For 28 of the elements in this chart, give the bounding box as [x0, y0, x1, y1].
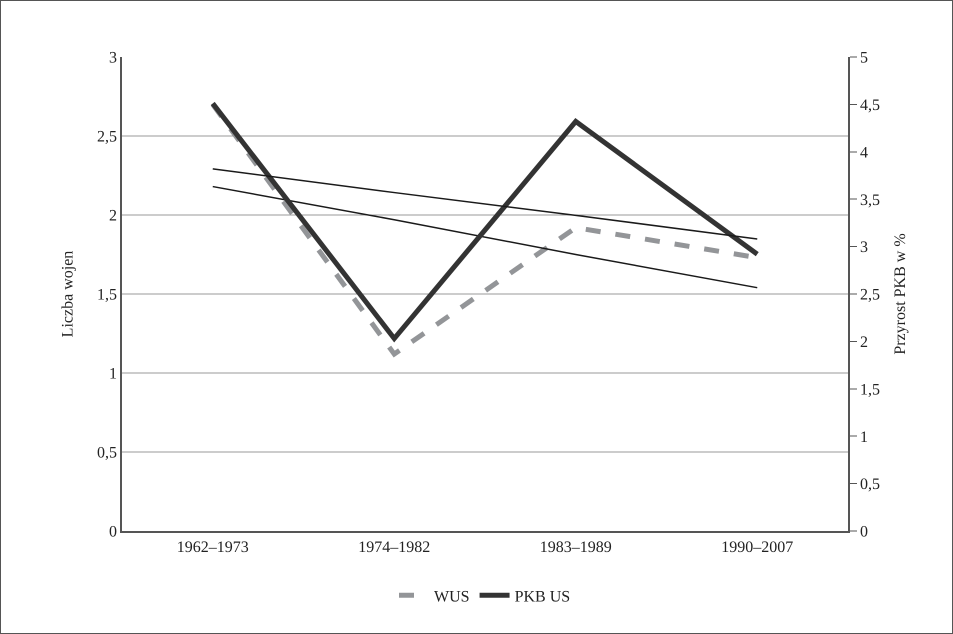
- y-tick-label: 0: [109, 524, 118, 541]
- y2-tick-label: 0,5: [860, 476, 880, 494]
- y2-tick-label: 4,5: [860, 97, 880, 114]
- y2-tick-label: 2,5: [860, 286, 880, 304]
- y-axis-title: Liczba wojen: [59, 250, 76, 338]
- y2-axis-title: Przyrost PKB w %: [892, 233, 910, 355]
- x-tick-label: 1990–2007: [721, 538, 794, 556]
- y2-tick-label: 1: [860, 428, 868, 446]
- legend-label: PKB US: [514, 588, 570, 606]
- y-tick-label: 0,5: [97, 444, 118, 462]
- y2-tick-label: 2: [860, 334, 868, 351]
- x-tick-label: 1983–1989: [540, 538, 612, 556]
- y-tick-label: 1: [109, 366, 118, 383]
- line-series: [212, 168, 758, 240]
- y2-tick-label: 3,5: [860, 192, 880, 209]
- x-tick-label: 1962–1973: [176, 538, 249, 556]
- x-tick-label: 1974–1982: [358, 538, 430, 556]
- y2-tick-label: 5: [860, 50, 868, 67]
- y-tick-label: 3: [109, 50, 118, 67]
- y-tick-label: 2: [109, 208, 118, 225]
- y2-tick-label: 0: [860, 524, 868, 541]
- y2-tick-label: 4: [860, 144, 868, 162]
- y2-tick-label: 3: [860, 239, 868, 256]
- y2-tick-label: 1,5: [860, 381, 880, 398]
- legend-label: WUS: [434, 588, 470, 606]
- y-tick-label: 2,5: [97, 128, 118, 146]
- y-tick-label: 1,5: [97, 286, 118, 304]
- line-series: [212, 186, 758, 288]
